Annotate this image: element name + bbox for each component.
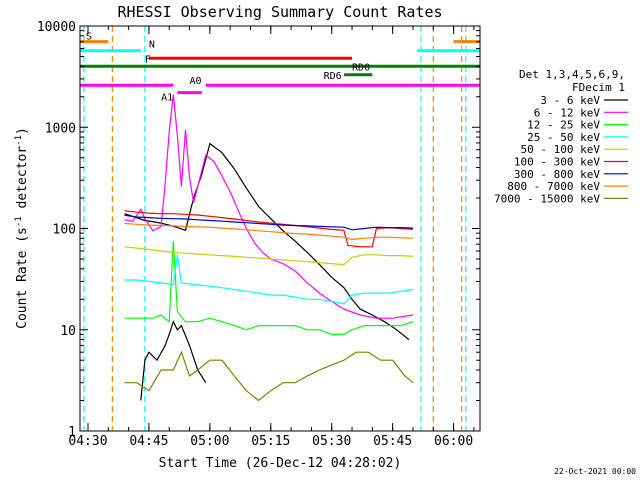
series-line — [124, 254, 414, 305]
x-tick-label: 04:30 — [68, 434, 107, 449]
series-line — [124, 214, 414, 231]
x-axis-label: Start Time (26-Dec-12 04:28:02) — [159, 456, 402, 471]
series-layer — [124, 94, 414, 402]
legend-entry-label: 50 - 100 keV — [521, 143, 601, 156]
x-tick-label: 05:00 — [190, 434, 229, 449]
series-line — [124, 246, 414, 266]
legend-header-line: Det 1,3,4,5,6,9, — [519, 68, 625, 81]
y-axis-label-sup: -1 — [14, 216, 24, 227]
flag-label: F — [145, 54, 151, 65]
flag-label: N — [149, 40, 155, 51]
legend-entry-label: 7000 - 15000 keV — [494, 192, 600, 205]
x-tick-label: 06:00 — [434, 434, 473, 449]
series-line — [124, 241, 414, 335]
y-axis-label: Count Rate (s-1 detector-1) — [14, 127, 30, 329]
legend-entry-label: 100 - 300 keV — [514, 156, 600, 169]
series-line — [124, 210, 414, 248]
y-tick-label: 10000 — [37, 20, 76, 35]
legend-entry-label: 25 - 50 keV — [527, 131, 600, 144]
x-tick-label: 05:30 — [312, 434, 351, 449]
chart-title: RHESSI Observing Summary Count Rates — [117, 3, 442, 21]
y-axis-label-part: ) — [15, 127, 30, 135]
series-line — [124, 222, 414, 241]
flag-bars: S NF RD0 RD6 A1 A0 — [80, 32, 480, 104]
flag-label: RD6 — [324, 71, 342, 82]
x-tick-label: 04:45 — [129, 434, 168, 449]
y-tick-label: 100 — [53, 223, 76, 238]
series-line — [124, 142, 410, 341]
flag-label: A0 — [190, 76, 202, 87]
generated-timestamp: 22-Oct-2021 00:00 — [554, 467, 636, 476]
y-tick-label: 10 — [60, 324, 76, 339]
legend-entry-label: 6 - 12 keV — [534, 106, 601, 119]
legend-entry-label: 3 - 6 keV — [540, 94, 600, 107]
y-tick-label: 1000 — [45, 121, 76, 136]
series-line — [124, 350, 414, 402]
axis-ticks: 04:30 04:45 05:00 05:15 05:30 05:45 06:00 1 10 10… — [37, 20, 480, 449]
x-tick-label: 05:45 — [373, 434, 412, 449]
legend-entry-label: 300 - 800 keV — [514, 168, 600, 181]
legend-entry-label: 800 - 7000 keV — [507, 180, 600, 193]
y-tick-label: 1 — [68, 425, 76, 440]
series-line-segment — [140, 320, 207, 401]
flag-label: RD0 — [352, 62, 370, 73]
y-axis-label-part: Count Rate (s — [15, 227, 30, 329]
legend-entry-label: 12 - 25 keV — [527, 119, 600, 132]
x-tick-label: 05:15 — [251, 434, 290, 449]
y-axis-label-part: detector — [15, 146, 30, 217]
y-axis-label-sup: -1 — [14, 135, 24, 146]
flag-label: S — [86, 32, 92, 43]
series-line — [124, 94, 414, 319]
legend-header-line: FDecim 1 — [572, 81, 625, 94]
flag-label: A1 — [161, 93, 173, 104]
